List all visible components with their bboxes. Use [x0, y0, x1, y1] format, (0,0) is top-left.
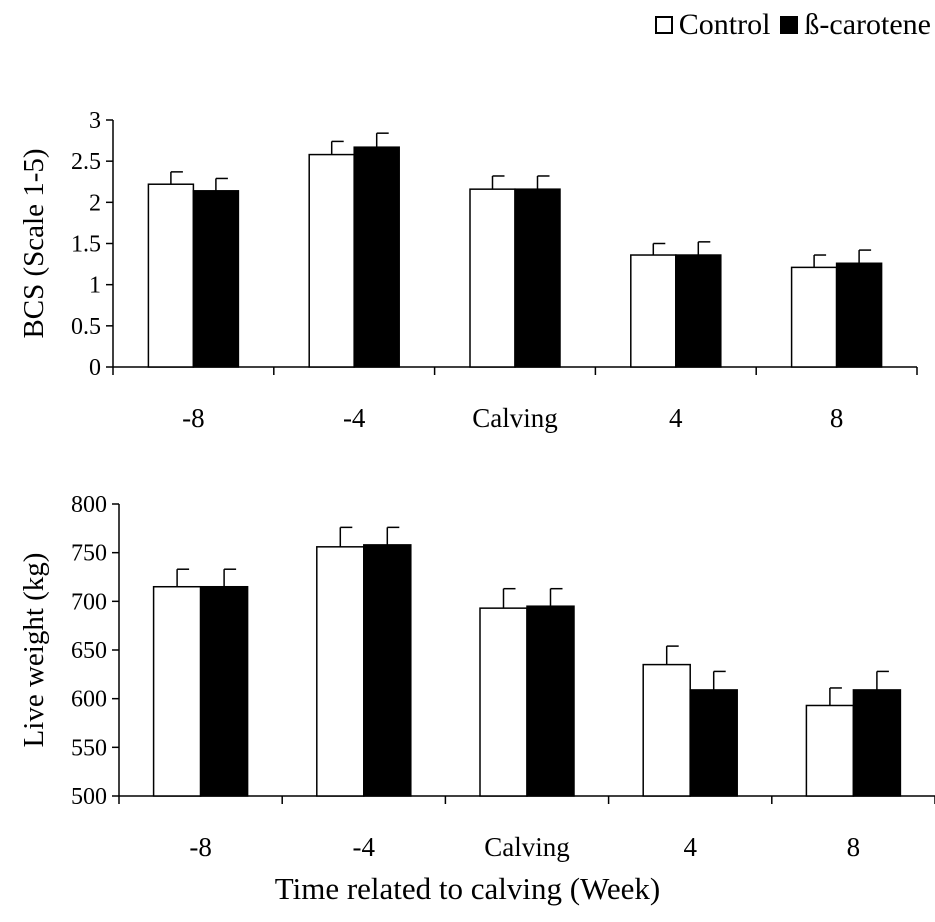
x-tick-label: -8: [182, 403, 205, 433]
y-tick-label: 1.5: [71, 232, 101, 258]
legend-swatch-control: [654, 16, 673, 34]
y-tick-label: 700: [71, 589, 107, 615]
live-weight-chart: 500 550 600 650 700 750 800 -8 -4 Calving 4 8 Live w…: [18, 492, 935, 862]
y-tick-label: 800: [71, 492, 107, 518]
bar-carotene: [835, 262, 883, 368]
bar-control: [790, 266, 838, 368]
x-tick-label: -4: [353, 832, 376, 862]
y-tick-label: 2.5: [71, 149, 101, 175]
bar-carotene: [353, 146, 400, 368]
legend-label-beta-carotene: ß-carotene: [804, 8, 931, 41]
x-tick-label: 4: [683, 832, 697, 862]
bar-carotene: [675, 254, 722, 368]
x-tick-label: 8: [830, 403, 844, 433]
y-tick-label: 500: [71, 784, 107, 810]
y-axis-title: Live weight (kg): [18, 553, 50, 748]
y-tick-label: 550: [71, 735, 107, 761]
legend-item-beta-carotene: ß-carotene: [780, 10, 931, 40]
x-axis-title: Time related to calving (Week): [274, 871, 661, 906]
bcs-chart: 0 0.5 1 1.5 2 2.5 3 -8 -4 Calving 4 8 BCS (Scale 1-5…: [18, 108, 918, 433]
bar-control: [308, 153, 355, 368]
y-tick-label: 650: [71, 638, 107, 664]
legend-label-control: Control: [678, 8, 771, 41]
bar-control: [469, 188, 516, 368]
x-tick-label: Calving: [472, 403, 558, 433]
y-tick-label: 600: [71, 687, 107, 713]
y-axis-title: BCS (Scale 1-5): [18, 148, 50, 338]
bar-control: [147, 183, 195, 368]
x-tick-label: -4: [343, 403, 366, 433]
y-tick-label: 2: [89, 190, 101, 216]
bar-carotene: [199, 585, 249, 797]
bar-carotene: [526, 605, 575, 797]
x-tick-label: 8: [847, 832, 861, 862]
bar-control: [642, 663, 691, 797]
bar-control: [152, 585, 202, 797]
legend-swatch-beta-carotene: [780, 16, 799, 34]
bar-control: [316, 546, 365, 797]
y-tick-label: 0.5: [71, 314, 101, 340]
bar-carotene: [689, 689, 738, 797]
bar-carotene: [852, 689, 902, 797]
x-tick-label: 4: [669, 403, 683, 433]
legend: Control ß-carotene: [654, 8, 931, 41]
legend-item-control: Control: [654, 8, 771, 41]
x-tick-label: Calving: [484, 832, 570, 862]
y-tick-label: 3: [89, 108, 101, 134]
bar-carotene: [514, 188, 561, 368]
bar-carotene: [192, 190, 240, 368]
y-tick-label: 750: [71, 541, 107, 567]
bar-control: [630, 254, 677, 368]
bar-carotene: [363, 544, 412, 797]
x-tick-label: -8: [189, 832, 212, 862]
y-tick-label: 0: [89, 355, 101, 381]
bar-control: [805, 704, 855, 797]
y-tick-label: 1: [89, 273, 101, 299]
bar-control: [479, 607, 528, 797]
